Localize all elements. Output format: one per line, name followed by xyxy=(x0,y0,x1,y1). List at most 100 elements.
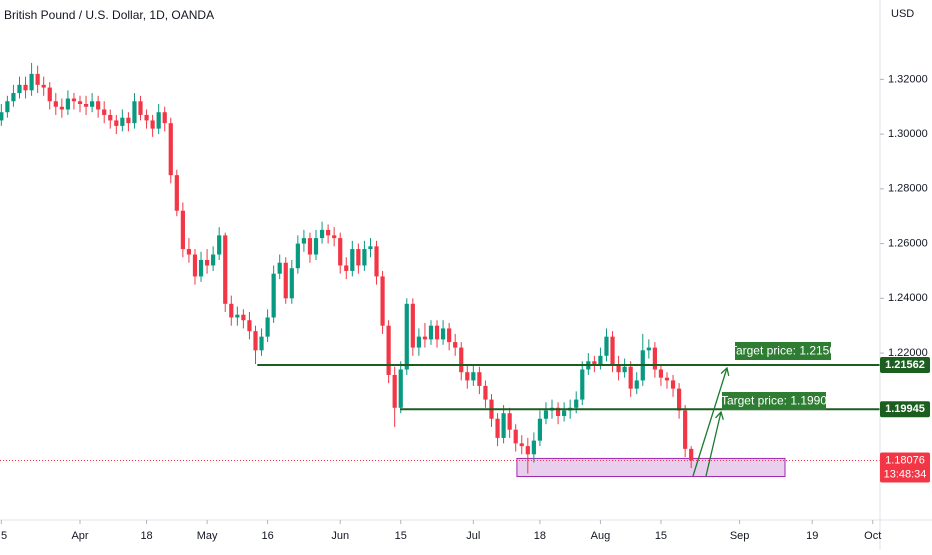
candle-body xyxy=(144,114,149,121)
candle-body xyxy=(326,229,331,236)
candle-body xyxy=(83,104,89,107)
candle-body xyxy=(162,112,167,124)
arrow xyxy=(705,410,724,477)
candle-body xyxy=(229,303,234,318)
candle-body xyxy=(580,369,585,400)
candle-body xyxy=(332,235,337,239)
candle-body xyxy=(235,314,240,318)
arrow xyxy=(692,366,730,477)
candle-body xyxy=(683,410,688,449)
x-tick-label: 18 xyxy=(534,530,546,542)
candle-body xyxy=(362,249,367,266)
candle-body xyxy=(313,238,319,255)
candle-body xyxy=(664,377,670,381)
candle-body xyxy=(652,347,657,370)
candle-body xyxy=(374,246,379,277)
candle-body xyxy=(670,380,676,389)
candle-body xyxy=(71,98,77,102)
candle-body xyxy=(217,235,222,255)
x-tick-label: Aug xyxy=(591,530,611,542)
candle-body xyxy=(138,101,143,115)
candle-body xyxy=(592,361,597,364)
candle-body xyxy=(628,366,633,389)
candle-body xyxy=(646,347,651,351)
candle-body xyxy=(114,120,119,126)
candle-body xyxy=(41,84,46,88)
candle-body xyxy=(495,418,500,438)
candle-body xyxy=(241,314,246,321)
candle-body xyxy=(368,246,373,250)
target-label: Target price: 1.2150 xyxy=(730,344,836,358)
candle-body xyxy=(477,372,482,386)
candle-body xyxy=(132,101,137,124)
support-zone xyxy=(516,457,786,477)
candle-body xyxy=(59,106,64,110)
candle-body xyxy=(29,73,34,91)
x-tick-label: Sep xyxy=(730,530,750,542)
candle-body xyxy=(253,331,258,351)
candle-body xyxy=(307,238,313,255)
candle-body xyxy=(338,238,343,266)
x-tick-label: Jun xyxy=(331,530,349,542)
candle-body xyxy=(289,268,294,299)
x-tick-label: Jul xyxy=(466,530,480,542)
candle-body xyxy=(416,336,421,348)
candle-body xyxy=(616,364,621,373)
candle-body xyxy=(198,260,204,277)
x-tick-label: 15 xyxy=(395,530,407,542)
candle-body xyxy=(174,175,179,211)
last-price-label: 1.18076 xyxy=(885,454,925,466)
candle-body xyxy=(598,355,603,364)
y-tick-label: 1.24000 xyxy=(888,292,928,304)
candle-body xyxy=(211,254,216,266)
candle-body xyxy=(398,369,403,408)
candle-body xyxy=(689,448,694,461)
candle-body xyxy=(428,325,434,340)
level-price-box xyxy=(880,401,930,418)
candle-body xyxy=(223,235,228,304)
candle-body xyxy=(265,317,270,337)
candle-body xyxy=(168,123,173,176)
candle-body xyxy=(283,262,288,299)
candle-body xyxy=(604,336,609,356)
candle-body xyxy=(676,388,682,411)
candle-body xyxy=(513,429,518,444)
x-tick-label: 19 xyxy=(806,530,818,542)
candle-body xyxy=(483,385,488,400)
candle-body xyxy=(271,273,276,318)
candle-body xyxy=(5,101,10,113)
candle-body xyxy=(555,407,561,416)
candle-body xyxy=(35,73,40,85)
candle-body xyxy=(537,418,543,441)
candle-body xyxy=(574,399,579,408)
x-tick-label: Apr xyxy=(71,530,88,542)
candle-body xyxy=(0,112,4,121)
candle-body xyxy=(11,93,16,102)
candle-body xyxy=(180,210,185,250)
target-label: Target price: 1.1990 xyxy=(721,394,827,408)
candle-body xyxy=(380,276,385,326)
target-box xyxy=(735,342,831,360)
y-tick-label: 1.26000 xyxy=(888,237,928,249)
candle-body xyxy=(150,120,155,129)
currency: USD xyxy=(891,8,914,20)
candle-body xyxy=(90,101,95,107)
plot-area xyxy=(0,62,880,477)
candle-body xyxy=(658,369,664,378)
candle-body xyxy=(410,303,415,348)
candle-body xyxy=(259,336,264,351)
level-price-box xyxy=(880,357,930,374)
candle-body xyxy=(507,413,512,430)
chart-title: British Pound / U.S. Dollar, 1D, OANDA xyxy=(4,8,214,22)
candle-body xyxy=(543,410,549,419)
candle-body xyxy=(17,84,22,94)
level-price-label: 1.21562 xyxy=(885,359,925,371)
candle-body xyxy=(525,446,530,455)
candle-body xyxy=(77,101,83,104)
y-tick-label: 1.28000 xyxy=(888,183,928,195)
target-box xyxy=(722,392,826,410)
last-price-box xyxy=(880,452,930,483)
